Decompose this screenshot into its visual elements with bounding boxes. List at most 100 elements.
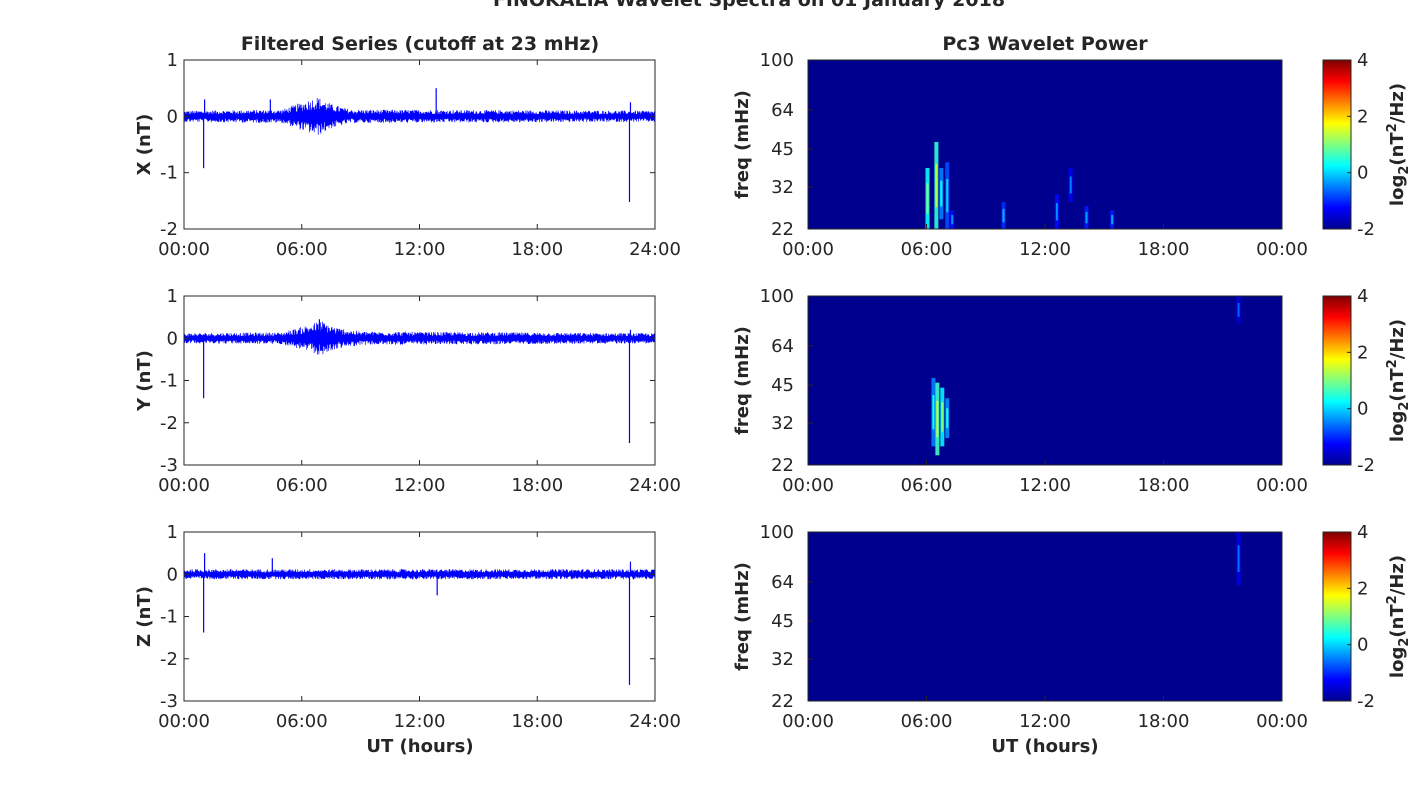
y-tick-label: -3 [160, 455, 178, 476]
spectrogram-burst-core [926, 183, 929, 214]
x-tick-label: 12:00 [394, 239, 446, 260]
colorbar-tick-label: 4 [1357, 522, 1368, 543]
x-tick-label: 18:00 [1138, 239, 1190, 260]
y-tick-label: 45 [771, 139, 794, 160]
colorbar-tick-label: 4 [1357, 286, 1368, 307]
colorbar-tick-label: 2 [1357, 342, 1368, 363]
spectrogram-burst-core [946, 408, 949, 429]
y-tick-label: 1 [167, 286, 178, 307]
x-tick-label: 00:00 [1256, 475, 1308, 496]
spectrogram-background [808, 60, 1282, 229]
x-tick-label: 24:00 [629, 475, 681, 496]
series-line-z [183, 569, 656, 580]
spectrogram-background [808, 532, 1282, 701]
x-tick-label: 00:00 [1256, 711, 1308, 732]
x-tick-label: 18:00 [511, 239, 563, 260]
x-tick-label: 18:00 [511, 711, 563, 732]
spectrogram-burst-core [932, 395, 935, 430]
spectrogram-burst-core [1111, 215, 1114, 225]
x-tick-label: 00:00 [158, 239, 210, 260]
spectrogram-burst-core [1055, 203, 1058, 221]
left-column-title: Filtered Series (cutoff at 23 mHz) [241, 33, 599, 55]
y-tick-label: 22 [771, 455, 794, 476]
x-tick-label: 24:00 [629, 711, 681, 732]
colorbar-gradient [1322, 295, 1352, 466]
y-tick-label: -2 [160, 649, 178, 670]
colorbar-tick-label: 0 [1357, 399, 1368, 420]
colorbar-tick-label: 4 [1357, 50, 1368, 71]
spectrogram-burst-core [1237, 545, 1240, 573]
y-tick-label: -2 [160, 413, 178, 434]
y-tick-label: -3 [160, 691, 178, 712]
y-tick-label: 64 [771, 100, 794, 121]
y-tick-label: 1 [167, 522, 178, 543]
right-column-title: Pc3 Wavelet Power [942, 33, 1148, 55]
spectrogram-burst-core [1002, 208, 1005, 223]
y-tick-label: 100 [760, 522, 794, 543]
spectrogram-burst-core [940, 180, 943, 207]
y-tick-label: 45 [771, 375, 794, 396]
series-line-y [183, 321, 656, 355]
colorbar-tick-label: 2 [1357, 578, 1368, 599]
colorbar-tick-label: 2 [1357, 106, 1368, 127]
colorbar: 4 2 0 -2 log2(nT2/Hz) [1322, 286, 1412, 476]
spectrogram-burst-core [1085, 211, 1088, 224]
y-tick-label: 22 [771, 219, 794, 240]
x-tick-label: 12:00 [1019, 239, 1071, 260]
colorbar-tick-label: -2 [1357, 691, 1375, 712]
axes-box [183, 59, 656, 230]
x-tick-label: 00:00 [782, 711, 834, 732]
colorbar-tick-label: 0 [1357, 635, 1368, 656]
y-tick-label: 64 [771, 336, 794, 357]
colorbar-tick-label: -2 [1357, 219, 1375, 240]
y-axis-label: freq (mHz) [732, 562, 753, 671]
y-tick-label: 32 [771, 413, 794, 434]
colorbar-gradient [1322, 59, 1352, 230]
series-line-x [183, 97, 656, 135]
colorbar-tick-label: 0 [1357, 163, 1368, 184]
y-tick-label: 64 [771, 572, 794, 593]
y-tick-label: 0 [167, 106, 178, 127]
x-tick-label: 24:00 [629, 239, 681, 260]
y-tick-label: -1 [160, 607, 178, 628]
y-axis-label: Y (nT) [134, 350, 155, 412]
x-tick-label: 06:00 [276, 711, 328, 732]
colorbar-label: log2(nT2/Hz) [1385, 319, 1412, 442]
colorbar-label: log2(nT2/Hz) [1385, 83, 1412, 206]
x-tick-label: 06:00 [901, 711, 953, 732]
y-axis-label: freq (mHz) [732, 90, 753, 199]
x-tick-label: 18:00 [1138, 711, 1190, 732]
y-axis-label: Z (nT) [134, 586, 155, 647]
colorbar-label: log2(nT2/Hz) [1385, 555, 1412, 678]
y-tick-label: 0 [167, 564, 178, 585]
x-tick-label: 06:00 [276, 239, 328, 260]
spectrogram-burst-core [1237, 302, 1240, 317]
colorbar: 4 2 0 -2 log2(nT2/Hz) [1322, 50, 1412, 240]
right-xlabel: UT (hours) [991, 736, 1098, 757]
x-tick-label: 00:00 [1256, 239, 1308, 260]
figure-suptitle: FINOKALIA Wavelet Spectra on 01 January … [493, 0, 1005, 11]
y-tick-label: 32 [771, 177, 794, 198]
y-tick-label: 100 [760, 286, 794, 307]
colorbar-gradient [1322, 531, 1352, 702]
y-tick-label: 45 [771, 611, 794, 632]
spectrogram-burst-core [946, 178, 949, 213]
x-tick-label: 18:00 [511, 475, 563, 496]
spectrogram-burst-core [936, 400, 939, 438]
spectrogram-burst-core [951, 215, 954, 225]
x-tick-label: 06:00 [276, 475, 328, 496]
x-tick-label: 12:00 [394, 475, 446, 496]
y-tick-label: -1 [160, 163, 178, 184]
x-tick-label: 12:00 [1019, 475, 1071, 496]
y-tick-label: 100 [760, 50, 794, 71]
spectrogram-background [808, 296, 1282, 465]
spectrogram-burst-core [1069, 176, 1072, 194]
axes-box [183, 295, 656, 466]
x-tick-label: 12:00 [394, 711, 446, 732]
left-xlabel: UT (hours) [366, 736, 473, 757]
series-panel-x: 1 0 -1 -200:00 06:00 12:00 18:00 24:00 X (nT) [134, 50, 681, 260]
series-panel-z: 1 0 -1 -2 -300:00 06:00 12:00 18:00 24:00 Z (nT) [134, 522, 681, 732]
